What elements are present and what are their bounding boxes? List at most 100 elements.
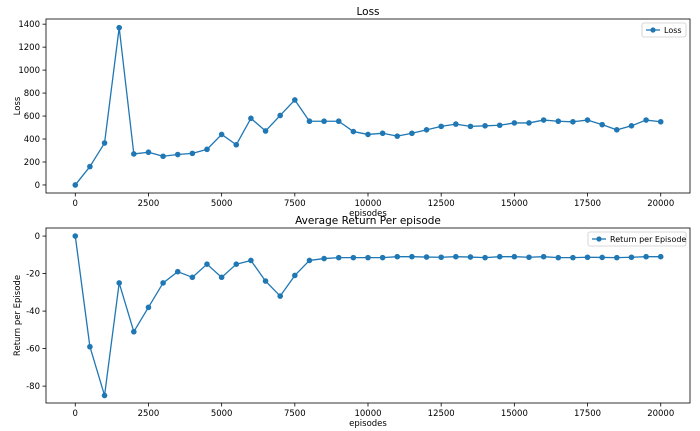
loss-data-point — [511, 120, 518, 126]
loss-y-tick-label: 1400 — [18, 20, 40, 30]
return-chart: Average Return Per episode 0 2500 5000 7500 1… — [13, 215, 691, 429]
return-data-point — [643, 253, 649, 260]
loss-data-point — [394, 133, 401, 139]
loss-data-point — [423, 127, 430, 133]
return-data-point — [657, 253, 664, 260]
return-data-point — [306, 257, 313, 264]
loss-y-tick-label: 400 — [24, 135, 40, 145]
loss-data-point — [116, 24, 122, 31]
return-y-axis-label: Return per Episode — [13, 275, 23, 356]
return-data-point — [262, 278, 269, 284]
loss-data-point — [379, 130, 386, 137]
return-y-tick-label: -20 — [26, 270, 40, 280]
loss-y-axis-label: Loss — [13, 96, 23, 115]
return-data-point — [87, 343, 93, 350]
return-data-point — [350, 254, 357, 261]
loss-x-tick-label: 20000 — [647, 199, 674, 209]
return-data-point — [116, 280, 122, 286]
return-x-tick-label: 2500 — [138, 409, 160, 419]
return-data-point — [526, 254, 532, 261]
loss-data-point — [72, 182, 79, 188]
loss-y-tick-label: 0 — [35, 181, 40, 191]
loss-y-tick-label: 1000 — [18, 66, 40, 76]
return-data-point — [365, 254, 371, 261]
return-x-tick-label: 5000 — [211, 409, 233, 419]
loss-data-point — [555, 118, 562, 125]
loss-x-tick-label: 5000 — [211, 199, 233, 209]
loss-data-point — [335, 118, 342, 125]
loss-data-point — [496, 122, 503, 129]
loss-data-point — [584, 117, 591, 123]
loss-data-point — [174, 151, 181, 158]
return-data-point — [218, 274, 225, 281]
return-data-point — [540, 253, 547, 260]
loss-data-point — [526, 120, 532, 126]
return-data-point — [511, 253, 518, 260]
loss-data-point — [540, 117, 547, 123]
return-data-point — [160, 280, 166, 286]
return-data-point — [335, 254, 342, 261]
loss-legend-box — [641, 22, 687, 38]
return-x-tick-label: 12500 — [428, 409, 455, 419]
loss-data-point — [599, 121, 605, 128]
return-x-axis-label: episodes — [349, 419, 387, 429]
loss-data-point — [628, 123, 635, 129]
loss-data-point — [306, 118, 313, 125]
return-legend-label: Return per Episode — [610, 235, 686, 244]
loss-data-point — [87, 163, 93, 170]
loss-data-point — [292, 97, 298, 103]
return-x-tick-label: 7500 — [284, 409, 306, 419]
return-data-point — [131, 328, 137, 335]
return-y-tick-label: -60 — [26, 345, 40, 355]
return-x-tick-label: 15000 — [501, 409, 528, 419]
return-data-point — [379, 254, 386, 261]
return-data-point — [248, 257, 254, 264]
loss-data-point — [233, 141, 240, 148]
loss-data-point — [438, 123, 444, 130]
loss-data-point — [482, 123, 488, 129]
return-data-point — [584, 254, 591, 261]
loss-legend: Loss — [641, 22, 687, 38]
loss-data-point — [350, 128, 357, 135]
return-x-tick-label: 20000 — [647, 409, 674, 419]
loss-y-tick-label: 200 — [24, 158, 40, 168]
return-data-point — [72, 233, 79, 239]
return-plot-frame — [45, 227, 691, 404]
loss-data-point — [277, 112, 283, 119]
return-data-point — [321, 255, 327, 262]
return-y-tick-label: -40 — [26, 307, 40, 317]
loss-y-tick-label: 800 — [24, 89, 40, 99]
loss-series-line — [74, 26, 661, 186]
loss-x-tick-label: 7500 — [284, 199, 306, 209]
return-data-point — [174, 268, 181, 275]
return-legend-marker — [596, 236, 602, 242]
loss-data-point — [218, 131, 225, 138]
loss-x-axis-label: episodes — [349, 209, 387, 219]
loss-x-tick-label: 15000 — [501, 199, 528, 209]
loss-data-point — [131, 151, 137, 157]
loss-legend-marker — [650, 27, 656, 33]
loss-data-point — [248, 115, 254, 122]
loss-data-point — [189, 150, 196, 157]
loss-x-tick-label: 10000 — [354, 199, 381, 209]
return-x-tick-label: 0 — [73, 409, 78, 419]
loss-data-point — [570, 118, 576, 125]
loss-x-tick-label: 0 — [73, 199, 78, 209]
loss-data-point — [262, 128, 269, 134]
loss-data-point — [365, 131, 371, 138]
return-data-point — [292, 272, 298, 279]
return-data-point — [423, 254, 430, 260]
loss-data-point — [160, 153, 166, 160]
loss-data-point — [643, 117, 649, 123]
loss-x-tick-label: 2500 — [138, 199, 160, 209]
return-y-tick-label: 0 — [35, 232, 40, 242]
return-y-tick-label: -80 — [26, 382, 40, 392]
return-data-point — [438, 254, 444, 261]
return-data-point — [145, 304, 152, 311]
return-data-point — [570, 254, 576, 261]
return-x-tick-label: 17500 — [574, 409, 601, 419]
return-data-point — [496, 253, 503, 260]
return-data-point — [101, 392, 108, 399]
return-data-point — [233, 261, 240, 268]
